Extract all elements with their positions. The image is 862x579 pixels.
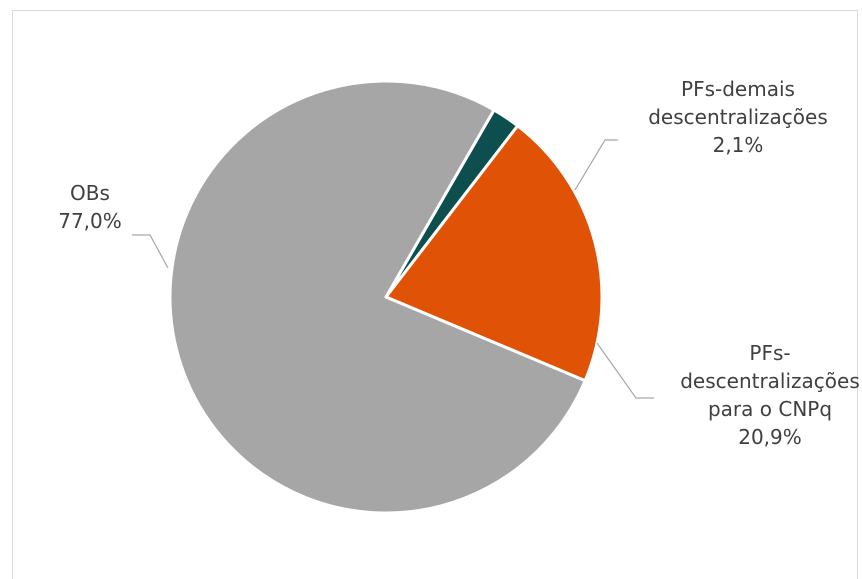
slice-name-line: descentralizações <box>680 369 860 393</box>
slice-name-line: OBs <box>70 181 110 205</box>
chart-frame <box>12 10 858 579</box>
leader-line-0 <box>574 139 618 191</box>
slice-label-1: PFs-descentralizações para o CNPq 20,9% <box>680 341 860 449</box>
slice-value-label: 20,9% <box>738 425 802 449</box>
pie-slice-2 <box>168 79 587 515</box>
slice-value-label: 77,0% <box>58 209 122 233</box>
leader-line-2 <box>132 234 169 269</box>
slice-label-0: PFs-demais descentralizações 2,1% <box>648 77 828 157</box>
pie-slice-1 <box>384 124 604 383</box>
slice-label-2: OBs 77,0% <box>58 181 122 233</box>
slice-name-line: PFs- <box>749 341 790 365</box>
slice-name-line: PFs-demais <box>681 77 795 101</box>
slice-value-label: 2,1% <box>713 133 764 157</box>
leader-line-1 <box>596 342 654 399</box>
slice-name-line: descentralizações <box>648 105 828 129</box>
slice-name-line: para o CNPq <box>708 397 832 421</box>
